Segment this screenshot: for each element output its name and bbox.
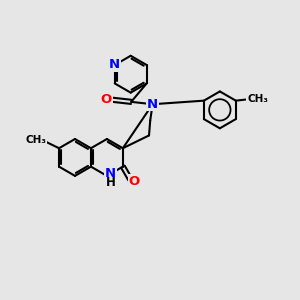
Text: H: H — [106, 176, 116, 189]
Text: N: N — [147, 98, 158, 111]
Text: CH₃: CH₃ — [247, 94, 268, 104]
Text: CH₃: CH₃ — [26, 135, 46, 145]
Text: N: N — [105, 167, 116, 180]
Text: O: O — [100, 93, 112, 106]
Text: N: N — [109, 58, 120, 71]
Text: O: O — [128, 175, 140, 188]
